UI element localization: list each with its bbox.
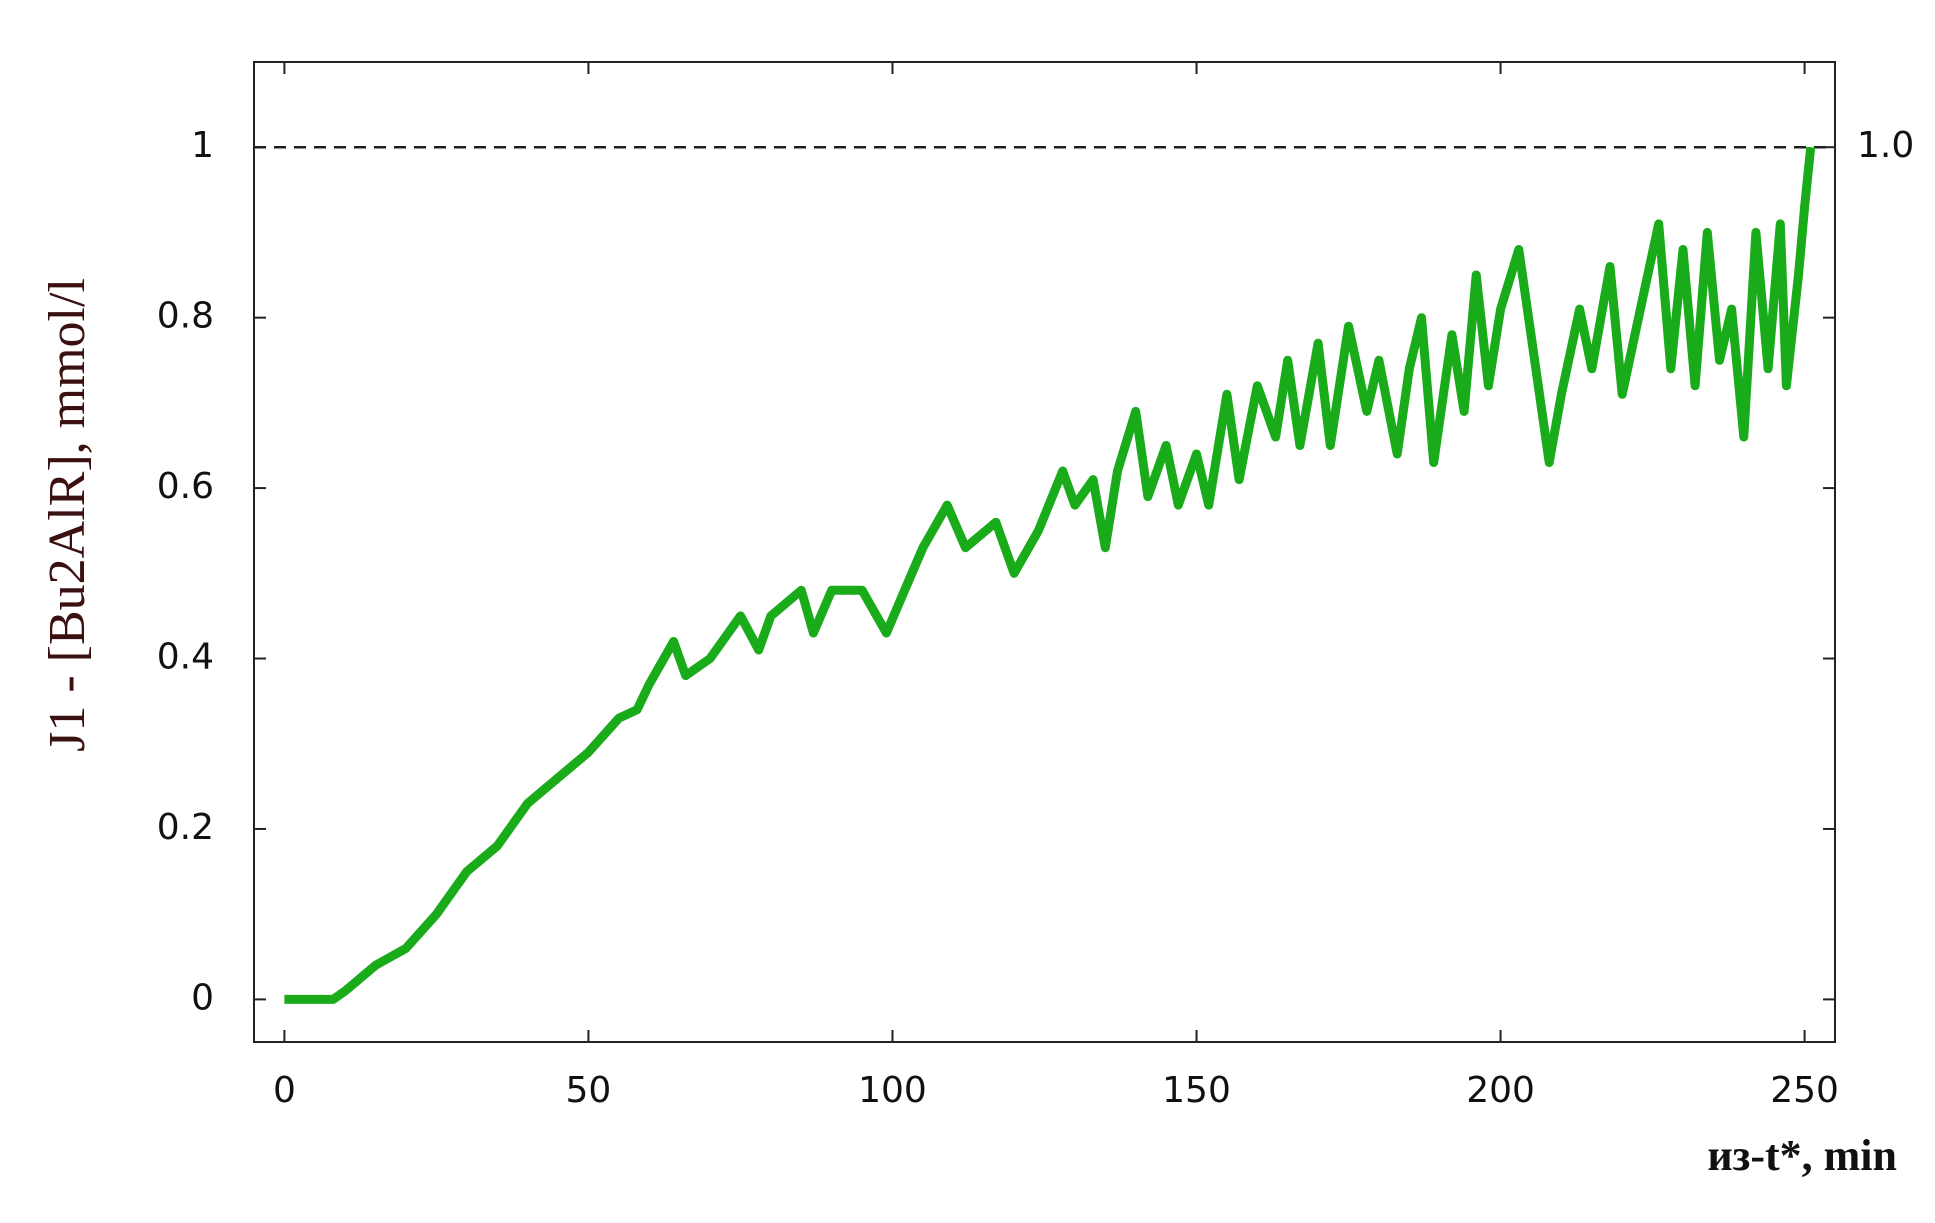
x-tick-label: 0 [273, 1070, 296, 1111]
y-tick-label: 0.8 [157, 296, 214, 337]
x-tick-label: 150 [1162, 1070, 1231, 1111]
x-tick-label: 100 [858, 1070, 927, 1111]
y-tick-label: 0 [191, 977, 214, 1018]
y-axis-label: J1 - [Bu2AlR], mmol/l [39, 278, 96, 752]
x-axis-label: из-t*, min [1707, 1131, 1897, 1180]
plot-frame [253, 61, 1836, 1043]
data-line [284, 146, 1816, 1004]
x-tick-label: 250 [1770, 1070, 1839, 1111]
y-tick-label: 1 [191, 125, 214, 166]
x-tick-label: 200 [1466, 1070, 1535, 1111]
x-tick-label: 50 [566, 1070, 612, 1111]
y-tick-label: 0.4 [157, 637, 214, 678]
y-tick-label: 0.2 [157, 807, 214, 848]
reference-label: 1.0 [1857, 125, 1914, 166]
y-tick-label: 0.6 [157, 466, 214, 507]
